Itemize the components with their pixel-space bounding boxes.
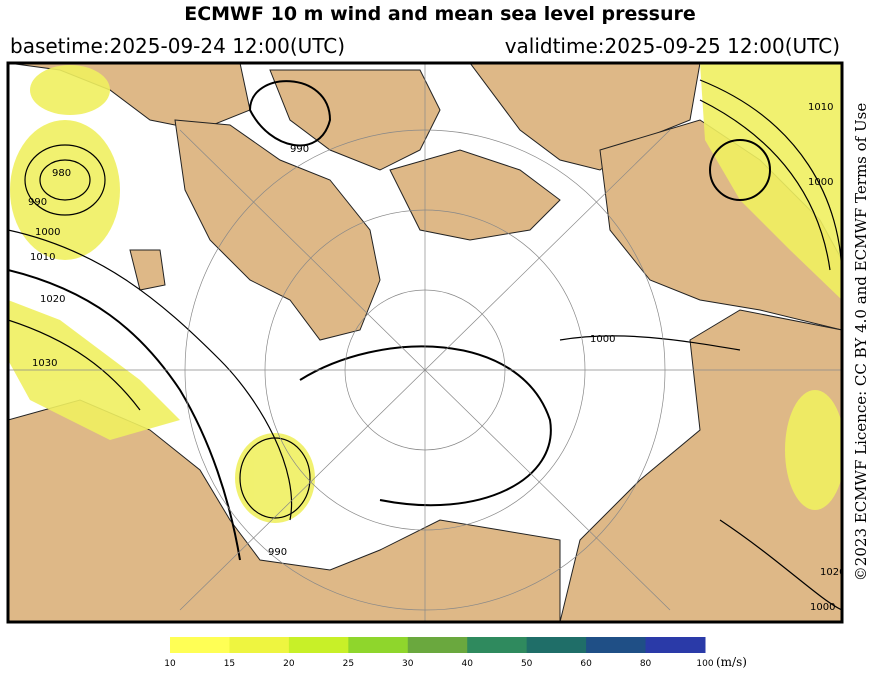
- map: 980 990 1000 1010 1020 1030 990 1000 1010 1000 100…: [8, 63, 845, 622]
- colorbar-tick-label: 30: [402, 659, 414, 669]
- contour-label: 1020: [820, 567, 845, 578]
- basetime: basetime:2025-09-24 12:00(UTC): [10, 34, 345, 58]
- contour-label: 1030: [32, 358, 57, 369]
- contour-label: 990: [28, 197, 47, 208]
- colorbar-segment: [645, 637, 706, 653]
- contour-label: 990: [268, 547, 287, 558]
- colorbar-segment: [586, 637, 647, 653]
- colorbar-segment: [526, 637, 587, 653]
- contour-label: 1020: [40, 294, 65, 305]
- graticule: [8, 63, 842, 622]
- contour-label: 1000: [808, 177, 833, 188]
- validtime: validtime:2025-09-25 12:00(UTC): [505, 34, 840, 58]
- colorbar-tick-label: 40: [461, 659, 473, 669]
- colorbar-segment: [407, 637, 468, 653]
- contour-label: 1000: [35, 227, 60, 238]
- colorbar-unit: (m/s): [716, 655, 747, 669]
- contour-label: 1010: [808, 102, 833, 113]
- map-frame: [6, 61, 844, 624]
- contour-label: 980: [52, 168, 71, 179]
- colorbar-tick-label: 25: [343, 659, 354, 669]
- title: ECMWF 10 m wind and mean sea level press…: [184, 3, 696, 25]
- contour-label: 990: [290, 144, 309, 155]
- colorbar-tick-label: 60: [580, 659, 592, 669]
- colorbar-tick-label: 80: [640, 659, 652, 669]
- colorbar-tick-label: 15: [224, 659, 235, 669]
- licence: ©2023 ECMWF Licence: CC BY 4.0 and ECMWF…: [852, 103, 870, 582]
- contour-labels: 980 990 1000 1010 1020 1030 990 1000 1010 1000 100…: [28, 102, 845, 613]
- colorbar-tick-label: 100: [696, 659, 713, 669]
- colorbar-segment: [170, 637, 230, 653]
- colorbar-segment: [288, 637, 349, 653]
- contour-label: 1000: [590, 334, 615, 345]
- colorbar: 10 15 20 25 30 40 50 60 80 100 (m/s): [164, 637, 747, 669]
- contour-label: 1000: [810, 602, 835, 613]
- contour-label: 1010: [30, 252, 55, 263]
- colorbar-tick-label: 50: [521, 659, 533, 669]
- colorbar-segment: [229, 637, 290, 653]
- colorbar-segment: [467, 637, 528, 653]
- colorbar-segment: [348, 637, 409, 653]
- colorbar-tick-label: 10: [164, 659, 176, 669]
- isobars: [8, 79, 842, 611]
- colorbar-tick-label: 20: [283, 659, 295, 669]
